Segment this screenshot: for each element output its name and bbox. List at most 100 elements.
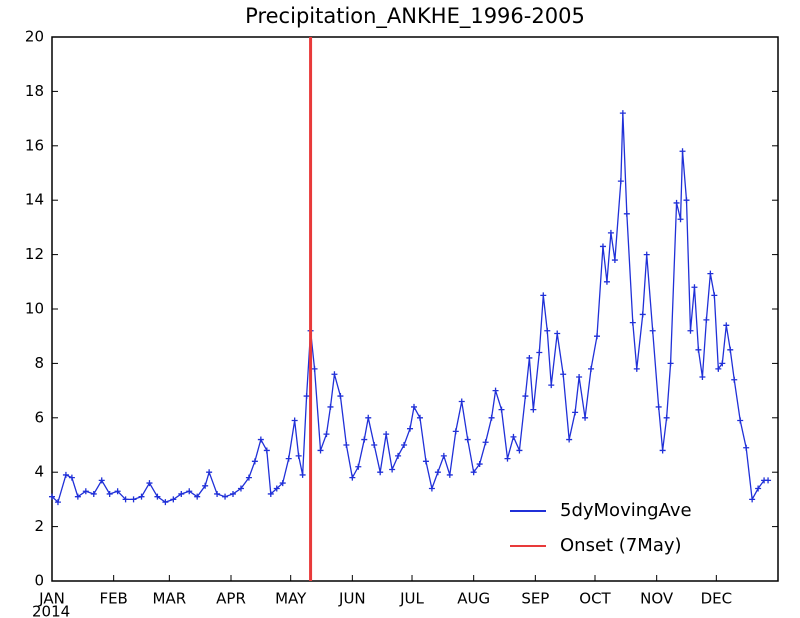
point-marker bbox=[389, 466, 396, 473]
point-marker bbox=[237, 485, 244, 492]
point-marker bbox=[554, 330, 561, 337]
point-marker bbox=[54, 499, 61, 506]
point-marker bbox=[245, 474, 252, 481]
point-marker bbox=[719, 360, 726, 367]
point-marker bbox=[90, 490, 97, 497]
x-tick-label: MAR bbox=[153, 590, 187, 608]
x-tick-label: JUL bbox=[399, 590, 424, 608]
point-marker bbox=[576, 374, 583, 380]
point-marker bbox=[749, 496, 756, 503]
point-marker bbox=[383, 431, 390, 438]
x-tick-label: AUG bbox=[457, 590, 490, 608]
point-marker bbox=[251, 458, 258, 465]
point-marker bbox=[633, 365, 640, 372]
point-marker bbox=[582, 414, 589, 421]
point-marker bbox=[667, 360, 674, 367]
point-marker bbox=[715, 365, 722, 372]
point-marker bbox=[162, 499, 169, 506]
point-marker bbox=[603, 278, 610, 285]
point-marker bbox=[470, 469, 477, 476]
point-marker bbox=[146, 480, 153, 487]
point-marker bbox=[530, 406, 537, 413]
y-tick-label: 4 bbox=[34, 463, 44, 481]
point-marker bbox=[68, 474, 75, 481]
y-tick-label: 6 bbox=[34, 408, 44, 426]
point-marker bbox=[593, 333, 600, 340]
point-marker bbox=[643, 251, 650, 258]
point-marker bbox=[572, 409, 579, 416]
point-marker bbox=[540, 292, 547, 299]
point-marker bbox=[440, 452, 447, 459]
point-marker bbox=[291, 417, 298, 424]
point-marker bbox=[629, 319, 636, 326]
point-marker bbox=[349, 474, 356, 481]
point-marker bbox=[619, 110, 626, 117]
point-marker bbox=[458, 398, 465, 405]
point-marker bbox=[371, 442, 378, 448]
point-marker bbox=[130, 496, 137, 503]
point-marker bbox=[106, 490, 113, 497]
point-marker bbox=[566, 436, 573, 443]
point-marker bbox=[74, 493, 81, 500]
point-marker bbox=[510, 433, 517, 440]
point-marker bbox=[765, 477, 772, 484]
point-marker bbox=[377, 469, 384, 476]
point-marker bbox=[299, 471, 306, 478]
legend-label: 5dyMovingAve bbox=[560, 500, 692, 521]
point-marker bbox=[206, 469, 213, 476]
point-marker bbox=[355, 463, 362, 470]
point-marker bbox=[114, 488, 121, 495]
point-marker bbox=[476, 461, 483, 468]
point-marker bbox=[230, 490, 237, 497]
point-marker bbox=[285, 455, 292, 462]
point-marker bbox=[683, 197, 690, 204]
x-tick-label: JUN bbox=[338, 590, 366, 608]
point-marker bbox=[703, 316, 710, 323]
point-marker bbox=[202, 482, 209, 489]
point-marker bbox=[663, 414, 670, 421]
point-marker bbox=[755, 485, 762, 492]
point-marker bbox=[178, 490, 185, 497]
point-marker bbox=[82, 488, 89, 495]
point-marker bbox=[695, 346, 702, 353]
point-marker bbox=[49, 493, 55, 500]
point-marker bbox=[617, 178, 624, 185]
point-marker bbox=[536, 349, 543, 356]
point-marker bbox=[411, 403, 418, 410]
x-tick-label: JAN bbox=[38, 590, 65, 608]
point-marker bbox=[327, 403, 334, 410]
point-marker bbox=[707, 270, 714, 277]
point-marker bbox=[365, 414, 372, 421]
point-marker bbox=[699, 374, 706, 380]
x-tick-label: FEB bbox=[99, 590, 127, 608]
point-marker bbox=[273, 485, 280, 492]
point-marker bbox=[343, 442, 350, 448]
point-marker bbox=[222, 493, 229, 500]
chart-title: Precipitation_ANKHE_1996-2005 bbox=[245, 4, 585, 29]
y-tick-label: 2 bbox=[34, 517, 44, 535]
point-marker bbox=[62, 471, 69, 478]
point-marker bbox=[257, 436, 264, 443]
point-marker bbox=[743, 444, 750, 451]
point-marker bbox=[727, 346, 734, 353]
point-marker bbox=[428, 485, 435, 492]
point-marker bbox=[122, 496, 129, 503]
point-marker bbox=[526, 354, 533, 361]
point-marker bbox=[311, 365, 318, 372]
point-marker bbox=[407, 425, 414, 432]
point-marker bbox=[452, 428, 459, 435]
point-marker bbox=[639, 311, 646, 318]
data-line bbox=[51, 113, 769, 504]
point-marker bbox=[611, 257, 618, 264]
legend-label: Onset (7May) bbox=[560, 535, 682, 556]
y-tick-label: 14 bbox=[25, 191, 44, 209]
point-marker bbox=[446, 471, 453, 478]
point-marker bbox=[691, 284, 698, 291]
point-marker bbox=[516, 447, 523, 454]
point-marker bbox=[522, 393, 529, 400]
point-marker bbox=[331, 371, 338, 378]
point-marker bbox=[422, 458, 429, 465]
point-marker bbox=[303, 393, 310, 400]
point-marker bbox=[267, 490, 274, 497]
